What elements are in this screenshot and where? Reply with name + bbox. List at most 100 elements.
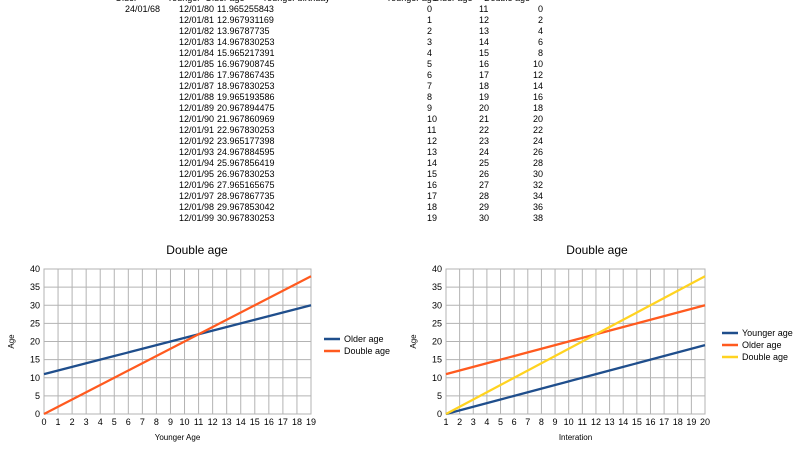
x-tick-label: 4 bbox=[98, 417, 103, 427]
y-axis-label: Age bbox=[409, 334, 418, 349]
y-tick-label: 25 bbox=[432, 318, 442, 328]
younger-age-cell: 12 bbox=[427, 136, 438, 146]
younger-age-cell: 10 bbox=[427, 114, 438, 124]
younger-age-cell: 1 bbox=[427, 15, 433, 25]
younger-age-cell: 16 bbox=[427, 180, 438, 190]
y-tick-label: 0 bbox=[35, 409, 40, 419]
older-age-cell: 21 bbox=[479, 114, 490, 124]
x-tick-label: 13 bbox=[222, 417, 232, 427]
legend-label: Older age bbox=[742, 340, 782, 350]
older-age-cell: 13 bbox=[479, 26, 490, 36]
x-tick-label: 18 bbox=[292, 417, 302, 427]
x-tick-label: 15 bbox=[250, 417, 260, 427]
x-tick-label: 5 bbox=[112, 417, 117, 427]
chart-title: Double age bbox=[566, 243, 628, 257]
younger-birthday-cell: 12/01/98 bbox=[178, 202, 214, 212]
x-tick-label: 20 bbox=[700, 417, 710, 427]
x-tick-label: 9 bbox=[168, 417, 173, 427]
double-age-cell: 2 bbox=[537, 15, 543, 25]
older-age-cell: 20.967894475 bbox=[217, 103, 275, 113]
younger-age-cell: 9 bbox=[427, 103, 433, 113]
x-tick-label: 15 bbox=[632, 417, 642, 427]
older-birthdate-cell: 24/01/68 bbox=[124, 4, 160, 14]
x-tick-label: 19 bbox=[306, 417, 316, 427]
y-tick-label: 10 bbox=[30, 373, 40, 383]
double-age-cell: 12 bbox=[532, 70, 543, 80]
younger-birthday-cell: 12/01/82 bbox=[178, 26, 214, 36]
older-age-cell: 11.965255843 bbox=[217, 4, 274, 14]
y-tick-label: 30 bbox=[30, 300, 40, 310]
x-tick-label: 19 bbox=[686, 417, 696, 427]
plot-area-border bbox=[445, 268, 706, 415]
younger-birthday-cell: 12/01/87 bbox=[178, 81, 214, 91]
x-tick-label: 8 bbox=[539, 417, 544, 427]
x-tick-label: 6 bbox=[512, 417, 517, 427]
x-tick-label: 5 bbox=[498, 417, 503, 427]
y-tick-label: 30 bbox=[432, 300, 442, 310]
younger-age-cell: 4 bbox=[427, 48, 433, 58]
older-age-cell: 22.967830253 bbox=[217, 125, 275, 135]
y-tick-label: 10 bbox=[432, 373, 442, 383]
x-tick-label: 0 bbox=[41, 417, 46, 427]
x-tick-label: 3 bbox=[84, 417, 89, 427]
double-age-cell: 14 bbox=[532, 81, 543, 91]
legend-label: Younger age bbox=[742, 328, 793, 338]
y-tick-label: 40 bbox=[30, 264, 40, 274]
older-age-cell: 27.965165675 bbox=[217, 180, 275, 190]
double-age-cell: 16 bbox=[532, 92, 543, 102]
younger-age-cell: 18 bbox=[427, 202, 438, 212]
younger-birthday-cell: 12/01/94 bbox=[178, 158, 214, 168]
double-age-cell: 20 bbox=[532, 114, 543, 124]
x-tick-label: 14 bbox=[618, 417, 628, 427]
double-age-cell: 28 bbox=[532, 158, 543, 168]
spreadsheet-table: Older Younger Older age Younger birthday You… bbox=[115, 0, 543, 223]
y-tick-label: 15 bbox=[432, 355, 442, 365]
x-tick-label: 8 bbox=[154, 417, 159, 427]
x-tick-label: 6 bbox=[126, 417, 131, 427]
younger-age-cell: 17 bbox=[427, 191, 438, 201]
series-line-younger-age bbox=[445, 344, 706, 416]
older-age-cell: 19.965193586 bbox=[217, 92, 275, 102]
x-tick-label: 17 bbox=[278, 417, 288, 427]
y-tick-label: 20 bbox=[432, 337, 442, 347]
legend-label: Older age bbox=[344, 334, 384, 344]
younger-age-cell: 19 bbox=[427, 213, 438, 223]
x-tick-label: 14 bbox=[236, 417, 246, 427]
column-header: Older age bbox=[205, 0, 245, 4]
chart-double-age-iteration: Double age 0 5 10 15 20 25 30 35 40 1 2 3 4 5 6 7 8 9 10 11 1… bbox=[400, 232, 800, 445]
y-tick-label: 5 bbox=[437, 391, 442, 401]
x-tick-label: 10 bbox=[564, 417, 574, 427]
younger-birthday-cell: 12/01/96 bbox=[178, 180, 214, 190]
x-tick-label: 10 bbox=[180, 417, 190, 427]
double-age-cell: 22 bbox=[532, 125, 543, 135]
column-header: Younger bbox=[167, 0, 200, 4]
legend-label: Double age bbox=[344, 346, 390, 356]
double-age-cell: 32 bbox=[532, 180, 543, 190]
double-age-cell: 34 bbox=[532, 191, 543, 201]
series-line-double-age bbox=[445, 275, 706, 415]
x-tick-label: 9 bbox=[553, 417, 558, 427]
younger-birthday-cell: 12/01/95 bbox=[178, 169, 214, 179]
younger-birthday-cell: 12/01/85 bbox=[178, 59, 214, 69]
older-age-cell: 25 bbox=[479, 158, 490, 168]
y-tick-label: 15 bbox=[30, 355, 40, 365]
younger-birthday-cell: 12/01/80 bbox=[178, 4, 214, 14]
older-age-cell: 28 bbox=[479, 191, 490, 201]
older-age-cell: 21.967860969 bbox=[217, 114, 275, 124]
older-age-cell: 24.967884595 bbox=[217, 147, 275, 157]
double-age-cell: 30 bbox=[532, 169, 543, 179]
older-age-cell: 15.965217391 bbox=[217, 48, 275, 58]
y-tick-label: 5 bbox=[35, 391, 40, 401]
older-age-cell: 30 bbox=[479, 213, 490, 223]
younger-birthday-cell: 12/01/84 bbox=[178, 48, 214, 58]
column-header: Younger age bbox=[386, 0, 437, 4]
series-line-double-age bbox=[43, 275, 312, 415]
older-age-cell: 11 bbox=[479, 4, 489, 14]
younger-age-cell: 0 bbox=[427, 4, 433, 14]
chart-double-age-younger: Double age 0 5 10 15 20 25 30 35 40 0 1 2 3 4 5 6 7 8 9 10 11… bbox=[0, 232, 400, 445]
y-tick-label: 35 bbox=[30, 282, 40, 292]
series-line-older-age bbox=[43, 304, 312, 376]
older-age-cell: 26.967830253 bbox=[217, 169, 275, 179]
plot-area-border bbox=[43, 268, 312, 415]
